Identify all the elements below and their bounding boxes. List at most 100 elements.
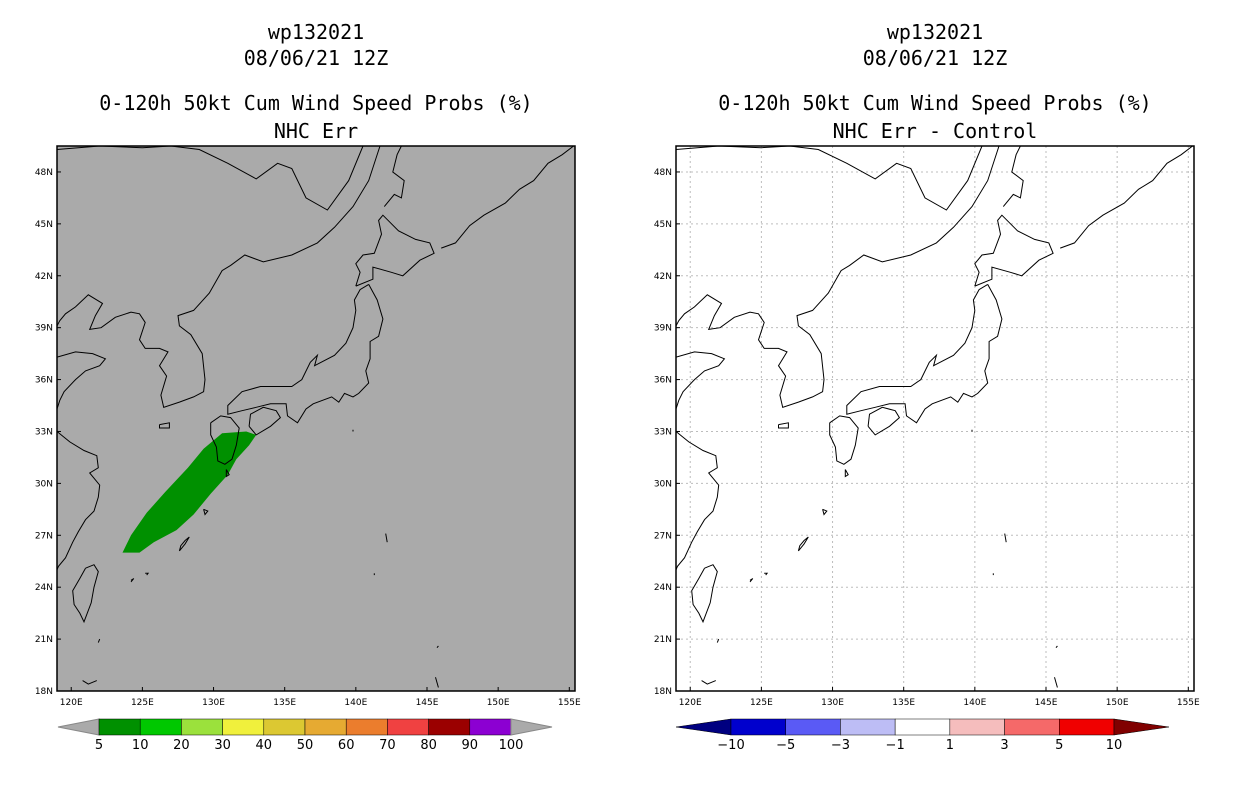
lon-tick-label: 135E (892, 698, 915, 708)
colorbar-label: 50 (297, 738, 314, 753)
lat-tick-label: 33N (654, 427, 672, 437)
lon-tick-label: 145E (1035, 698, 1058, 708)
lat-tick-label: 21N (35, 635, 53, 645)
coastline-segment (227, 283, 384, 424)
lat-tick-label: 42N (35, 272, 53, 282)
coastline-segment (749, 578, 754, 583)
colorbar-high-arrow (510, 718, 553, 736)
colorbar-label: 5 (1055, 738, 1063, 753)
colorbar-swatch (222, 718, 265, 736)
coastline-segment (676, 146, 1000, 408)
coastline-segment (145, 572, 150, 576)
coastline-segment (974, 214, 1054, 287)
coastline-segment (436, 645, 439, 649)
lon-tick-label: 155E (558, 698, 581, 708)
left-datetime: 08/06/21 12Z (243, 46, 389, 70)
lat-tick-label: 27N (35, 531, 53, 541)
right-map-frame (675, 145, 1195, 692)
lat-tick-label: 30N (35, 479, 53, 489)
lat-tick-label: 21N (654, 635, 672, 645)
lon-tick-label: 150E (1106, 698, 1129, 708)
lat-tick-label: 48N (654, 168, 672, 178)
coastline-segment (691, 564, 718, 624)
colorbar-label: 5 (95, 738, 103, 753)
coastline-segment (210, 415, 240, 465)
coastline-segment (441, 146, 574, 249)
coastline-segment (716, 638, 720, 643)
colorbar-swatch (387, 718, 429, 736)
colorbar-swatch (139, 718, 182, 736)
colorbar-label: 30 (214, 738, 231, 753)
lon-tick-label: 120E (60, 698, 83, 708)
lon-tick-label: 120E (679, 698, 702, 708)
lat-tick-label: 45N (654, 220, 672, 230)
colorbar-label: 3 (1000, 738, 1008, 753)
coastline-segment (435, 677, 439, 688)
right-map-background (676, 146, 1194, 691)
left-storm-id: wp132021 (267, 20, 365, 44)
colorbar-swatch (840, 718, 896, 736)
coastline-segment (72, 564, 99, 624)
lat-tick-label: 48N (35, 168, 53, 178)
colorbar-label: −1 (886, 738, 905, 753)
right-product-title: 0-120h 50kt Cum Wind Speed Probs (%) (718, 91, 1152, 115)
colorbar-label: 20 (173, 738, 190, 753)
colorbar-label: 60 (338, 738, 355, 753)
coastline-segment (82, 680, 97, 685)
colorbar-label: 90 (462, 738, 479, 753)
colorbar-swatch (469, 718, 512, 736)
lat-tick-label: 30N (654, 479, 672, 489)
coastline-segment (203, 508, 209, 516)
colorbar-low-arrow (675, 718, 732, 736)
coastline-segment (225, 469, 230, 478)
coastline-segment (778, 422, 789, 429)
lat-tick-label: 18N (35, 687, 53, 697)
coastline-segment (57, 431, 101, 571)
coastline-segment (57, 351, 107, 410)
coastline-segment (1004, 533, 1007, 543)
coastline-segment (130, 578, 135, 583)
lat-tick-label: 36N (35, 376, 53, 386)
lon-tick-label: 145E (416, 698, 439, 708)
right-axes: 48N 45N 42N 39N 36N 33N 30N 27N 24N 21N 18N 120E 125… (654, 168, 1200, 708)
coastline-segment (178, 536, 190, 552)
coastline-segment (867, 406, 901, 436)
right-colorbar: −10 −5 −3 −1 1 3 5 10 (675, 718, 1170, 753)
wind-probability-area (122, 431, 257, 553)
lat-tick-label: 36N (654, 376, 672, 386)
coastline-segment (1054, 677, 1058, 688)
colorbar-low-arrow (57, 718, 100, 736)
left-subtitle: NHC Err (273, 119, 359, 143)
left-axes: 48N 45N 42N 39N 36N 33N 30N 27N 24N 21N 18N 120E 125… (35, 168, 581, 708)
lat-tick-label: 27N (654, 531, 672, 541)
left-coastlines (57, 146, 574, 688)
lon-tick-label: 130E (202, 698, 225, 708)
colorbar-swatch (894, 718, 951, 736)
colorbar-swatch (1059, 718, 1115, 736)
right-coastlines (676, 146, 1193, 688)
coastline-segment (701, 680, 716, 685)
colorbar-label: 10 (132, 738, 149, 753)
left-product-title: 0-120h 50kt Cum Wind Speed Probs (%) (99, 91, 533, 115)
colorbar-label: 80 (420, 738, 437, 753)
colorbar-swatch (949, 718, 1005, 736)
colorbar-high-arrow (1113, 718, 1170, 736)
coastline-segment (385, 533, 388, 543)
coastline-segment (97, 638, 101, 643)
coastline-segment (846, 283, 1003, 424)
lat-tick-label: 39N (35, 324, 53, 334)
coastline-segment (383, 146, 405, 207)
colorbar-label: −3 (831, 738, 850, 753)
colorbar-label: 1 (946, 738, 954, 753)
coastline-segment (829, 415, 859, 465)
colorbar-label: 100 (499, 738, 524, 753)
colorbar-swatch (263, 718, 306, 736)
lat-tick-label: 24N (654, 583, 672, 593)
coastline-segment (1002, 146, 1024, 207)
colorbar-swatch (730, 718, 786, 736)
lon-tick-label: 140E (344, 698, 367, 708)
colorbar-label: 40 (256, 738, 273, 753)
lon-tick-label: 125E (750, 698, 773, 708)
coastline-segment (676, 431, 720, 571)
left-colorbar: 5 10 20 30 40 50 60 70 80 90 100 (57, 718, 553, 753)
